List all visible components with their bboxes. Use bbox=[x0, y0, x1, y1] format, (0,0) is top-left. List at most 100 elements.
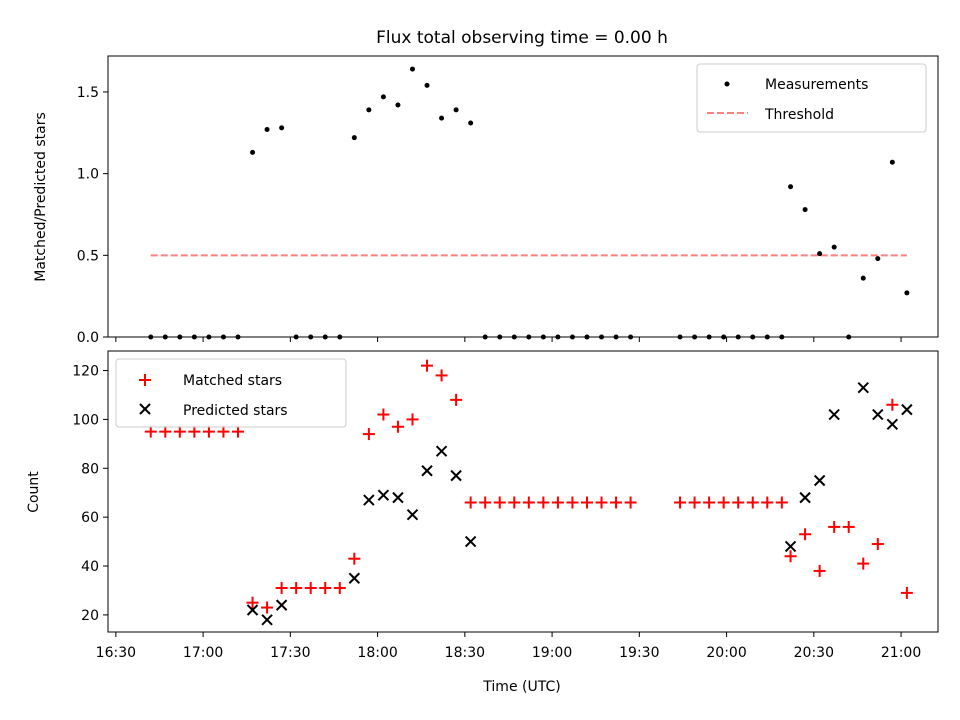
matched-stars-point bbox=[813, 564, 826, 577]
x-tick-label: 19:30 bbox=[619, 645, 659, 661]
matched-stars-point bbox=[159, 425, 172, 438]
matched-stars-point bbox=[775, 496, 788, 509]
measurement-point bbox=[264, 127, 270, 133]
predicted-stars-point bbox=[872, 408, 884, 421]
ratio-y-tick-label: 0.0 bbox=[77, 330, 99, 346]
measurement-point bbox=[904, 290, 910, 296]
predicted-stars-point bbox=[421, 465, 433, 477]
legend-matched-marker bbox=[139, 374, 151, 386]
matched-stars-point bbox=[304, 582, 317, 595]
matched-stars-point bbox=[333, 582, 346, 595]
matched-stars-point bbox=[275, 582, 288, 595]
matched-stars-point bbox=[493, 496, 506, 509]
measurement-point bbox=[453, 107, 459, 113]
legend-threshold-label: Threshold bbox=[764, 107, 834, 123]
matched-stars-point bbox=[900, 586, 913, 599]
matched-stars-point bbox=[537, 496, 550, 509]
predicted-stars-point bbox=[857, 381, 869, 394]
predicted-stars-point bbox=[435, 445, 448, 457]
count-panel: 20 40 60 80 100 120 16:30 17:00 17:30 18:00 18:30 1… bbox=[26, 350, 939, 661]
measurement-point bbox=[424, 82, 430, 88]
predicted-stars-point bbox=[799, 491, 811, 504]
matched-stars-point bbox=[551, 496, 564, 509]
matched-stars-point bbox=[624, 496, 637, 509]
count-y-tick-label: 40 bbox=[81, 559, 99, 575]
matched-stars-point bbox=[508, 496, 521, 509]
measurement-point bbox=[875, 256, 881, 262]
matched-stars-point bbox=[464, 496, 477, 509]
chart-title: Flux total observing time = 0.00 h bbox=[376, 28, 668, 48]
matched-stars-point bbox=[202, 425, 215, 438]
matched-stars-point bbox=[144, 425, 157, 438]
x-tick-label: 17:00 bbox=[183, 645, 223, 661]
matched-stars-point bbox=[290, 582, 303, 595]
matched-stars-point bbox=[188, 425, 201, 438]
count-legend: Matched stars Predicted stars bbox=[115, 358, 347, 428]
legend-measurements-marker bbox=[724, 81, 730, 87]
matched-stars-point bbox=[688, 496, 701, 509]
count-y-tick-label: 100 bbox=[72, 412, 99, 428]
predicted-stars-point bbox=[450, 469, 462, 482]
matched-stars-point bbox=[857, 557, 870, 570]
ratio-y-axis-label: Matched/Predicted stars bbox=[33, 112, 49, 282]
count-y-tick-label: 120 bbox=[72, 364, 99, 380]
count-y-tick-label: 20 bbox=[81, 608, 99, 624]
matched-stars-point bbox=[610, 496, 623, 509]
matched-stars-point bbox=[450, 393, 463, 406]
measurement-point bbox=[395, 102, 401, 108]
measurement-point bbox=[366, 107, 372, 113]
matched-stars-point bbox=[246, 596, 259, 609]
ratio-y-tick-label: 0.5 bbox=[77, 248, 99, 264]
matched-stars-point bbox=[828, 520, 841, 533]
ratio-y-tick-label: 1.5 bbox=[77, 85, 99, 101]
x-tick-label: 18:30 bbox=[445, 645, 485, 661]
ratio-panel: 0.0 0.5 1.0 1.5 Matched/Predicted stars Mea… bbox=[33, 55, 939, 346]
matched-stars-point bbox=[261, 601, 274, 614]
measurement-point bbox=[860, 275, 866, 281]
measurement-point bbox=[788, 184, 794, 190]
legend-matched-label: Matched stars bbox=[183, 373, 282, 389]
matched-stars-point bbox=[217, 425, 230, 438]
matched-stars-point bbox=[522, 496, 535, 509]
matched-stars-point bbox=[406, 413, 419, 426]
matched-stars-point bbox=[886, 398, 899, 411]
measurement-point bbox=[439, 115, 445, 121]
predicted-stars-point bbox=[246, 604, 259, 616]
matched-stars-point bbox=[580, 496, 593, 509]
predicted-stars-point bbox=[377, 489, 390, 501]
predicted-stars-point bbox=[813, 474, 826, 487]
count-plot-frame bbox=[107, 350, 939, 633]
matched-stars-point bbox=[761, 496, 774, 509]
predicted-stars-point bbox=[275, 599, 288, 611]
x-tick-label: 20:30 bbox=[794, 645, 834, 661]
matched-stars-point bbox=[348, 552, 361, 565]
predicted-stars-point bbox=[406, 509, 419, 521]
ratio-legend: Measurements Threshold bbox=[696, 63, 927, 133]
predicted-stars-point bbox=[392, 491, 404, 504]
matched-stars-point bbox=[746, 496, 759, 509]
x-tick-label: 17:30 bbox=[270, 645, 310, 661]
predicted-stars-point bbox=[261, 614, 273, 626]
ratio-plot-frame bbox=[107, 55, 939, 338]
measurement-point bbox=[817, 251, 823, 257]
matched-stars-point bbox=[717, 496, 730, 509]
matched-stars-point bbox=[391, 420, 404, 433]
matched-stars-point bbox=[377, 408, 390, 421]
matched-stars-point bbox=[362, 428, 375, 441]
matched-stars-point bbox=[479, 496, 492, 509]
predicted-stars-point bbox=[464, 535, 477, 548]
matched-stars-point bbox=[703, 496, 716, 509]
matched-stars-point bbox=[173, 425, 186, 438]
x-tick-label: 19:00 bbox=[532, 645, 572, 661]
measurement-point bbox=[468, 120, 474, 126]
x-tick-label: 20:00 bbox=[706, 645, 746, 661]
predicted-stars-point bbox=[784, 540, 797, 553]
matched-stars-point bbox=[784, 550, 797, 563]
legend-predicted-label: Predicted stars bbox=[183, 403, 288, 419]
x-tick-label: 18:00 bbox=[357, 645, 397, 661]
measurement-point bbox=[351, 135, 357, 141]
count-y-tick-label: 80 bbox=[81, 461, 99, 477]
predicted-stars-point bbox=[901, 403, 913, 416]
matched-stars-point bbox=[799, 528, 812, 541]
